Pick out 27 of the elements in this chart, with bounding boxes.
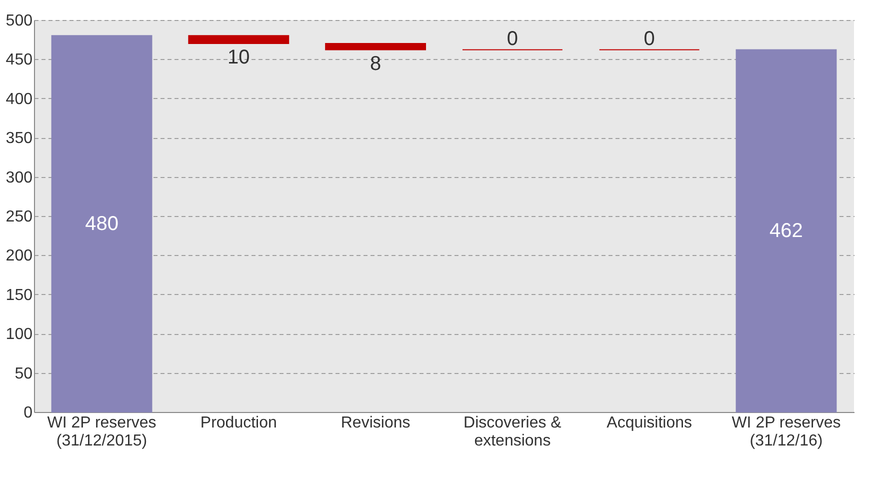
bar <box>325 43 426 50</box>
x-tick-label: WI 2P reserves (31/12/16) <box>732 414 841 450</box>
bar <box>736 49 837 412</box>
data-label: 10 <box>228 46 250 69</box>
y-tick-label: 50 <box>14 365 33 382</box>
y-tick-label: 400 <box>6 90 33 108</box>
bar <box>188 35 290 44</box>
y-tick-label: 150 <box>6 286 33 304</box>
y-tick-label: 0 <box>24 404 33 422</box>
y-tick-label: 450 <box>6 52 33 69</box>
y-tick-label: 250 <box>6 208 33 226</box>
data-label: 480 <box>85 212 118 235</box>
data-label: 0 <box>644 28 655 50</box>
x-tick-label: Production <box>200 414 277 432</box>
data-label: 0 <box>506 28 518 50</box>
data-label: 8 <box>370 52 382 75</box>
data-label: 462 <box>770 220 803 242</box>
y-tick-label: 300 <box>6 169 33 186</box>
y-tick-label: 500 <box>6 12 33 30</box>
y-tick-label: 100 <box>6 326 33 344</box>
y-tick-label: 350 <box>6 130 33 148</box>
y-tick-label: 200 <box>6 248 33 265</box>
bar <box>51 35 152 412</box>
x-tick-label: Acquisitions <box>606 414 692 432</box>
x-tick-label: WI 2P reserves (31/12/2015) <box>47 414 156 450</box>
x-tick-label: Revisions <box>340 414 410 432</box>
x-tick-label: Discoveries & extensions <box>464 414 562 450</box>
